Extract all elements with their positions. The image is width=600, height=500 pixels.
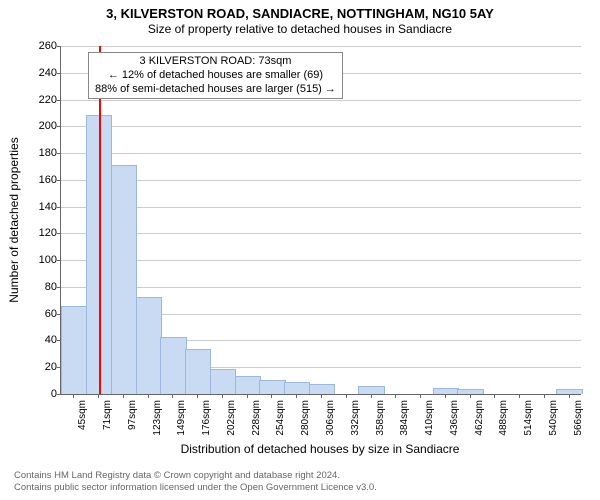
y-tick-label: 120	[39, 227, 61, 239]
y-tick-label: 260	[39, 40, 61, 52]
y-tick-label: 60	[45, 308, 61, 320]
x-tick-label: 149sqm	[176, 400, 187, 436]
x-tick-label: 254sqm	[275, 400, 286, 436]
x-tick-label: 540sqm	[548, 400, 559, 436]
histogram-bar	[309, 384, 335, 394]
y-tick-label: 200	[39, 120, 61, 132]
histogram-bar	[111, 165, 137, 394]
x-tick-label: 280sqm	[300, 400, 311, 436]
histogram-bar	[235, 376, 261, 394]
annotation-line-3: 88% of semi-detached houses are larger (…	[95, 83, 336, 97]
y-tick-label: 80	[45, 281, 61, 293]
y-tick-label: 180	[39, 147, 61, 159]
x-tick-label: 71sqm	[102, 400, 113, 430]
x-tick-label: 488sqm	[498, 400, 509, 436]
gridline	[61, 46, 581, 47]
footer-line-1: Contains HM Land Registry data © Crown c…	[14, 470, 377, 482]
y-tick-label: 140	[39, 201, 61, 213]
histogram-bar	[210, 369, 236, 394]
y-tick-label: 0	[51, 388, 61, 400]
annotation-line-1: 3 KILVERSTON ROAD: 73sqm	[95, 55, 336, 69]
histogram-bar	[136, 297, 162, 394]
histogram-bar	[185, 349, 211, 394]
y-tick-label: 100	[39, 254, 61, 266]
gridline	[61, 207, 581, 208]
gridline	[61, 153, 581, 154]
x-tick-label: 358sqm	[375, 400, 386, 436]
y-tick-label: 240	[39, 67, 61, 79]
histogram-bar	[556, 389, 582, 394]
x-tick-label: 566sqm	[573, 400, 584, 436]
gridline	[61, 233, 581, 234]
annotation-line-2: ← 12% of detached houses are smaller (69…	[95, 69, 336, 83]
x-axis-title: Distribution of detached houses by size …	[181, 442, 460, 456]
y-tick-label: 220	[39, 94, 61, 106]
x-tick-label: 332sqm	[350, 400, 361, 436]
gridline	[61, 287, 581, 288]
y-tick-label: 20	[45, 361, 61, 373]
x-tick-label: 514sqm	[523, 400, 534, 436]
x-tick-label: 462sqm	[474, 400, 485, 436]
chart-container: 3, KILVERSTON ROAD, SANDIACRE, NOTTINGHA…	[0, 0, 600, 500]
x-tick-label: 384sqm	[399, 400, 410, 436]
gridline	[61, 260, 581, 261]
gridline	[61, 126, 581, 127]
histogram-bar	[433, 388, 459, 394]
x-tick-label: 410sqm	[424, 400, 435, 436]
gridline	[61, 100, 581, 101]
chart-title: 3, KILVERSTON ROAD, SANDIACRE, NOTTINGHA…	[0, 0, 600, 22]
x-tick-label: 228sqm	[251, 400, 262, 436]
histogram-bar	[259, 380, 285, 394]
x-tick-label: 436sqm	[449, 400, 460, 436]
histogram-bar	[284, 382, 310, 394]
histogram-bar	[61, 306, 87, 394]
x-tick-label: 176sqm	[201, 400, 212, 436]
x-tick-label: 306sqm	[325, 400, 336, 436]
chart-subtitle: Size of property relative to detached ho…	[0, 22, 600, 36]
footer-line-2: Contains public sector information licen…	[14, 482, 377, 494]
annotation-box: 3 KILVERSTON ROAD: 73sqm ← 12% of detach…	[88, 52, 343, 99]
x-tick-label: 202sqm	[226, 400, 237, 436]
histogram-bar	[457, 389, 483, 394]
y-tick-label: 40	[45, 334, 61, 346]
y-axis-title: Number of detached properties	[7, 137, 21, 302]
x-tick-label: 45sqm	[77, 400, 88, 430]
y-tick-label: 160	[39, 174, 61, 186]
footer-text: Contains HM Land Registry data © Crown c…	[14, 470, 377, 494]
x-tick-label: 97sqm	[127, 400, 138, 430]
histogram-bar	[160, 337, 186, 394]
histogram-bar	[358, 386, 384, 394]
x-tick-label: 123sqm	[152, 400, 163, 436]
gridline	[61, 180, 581, 181]
